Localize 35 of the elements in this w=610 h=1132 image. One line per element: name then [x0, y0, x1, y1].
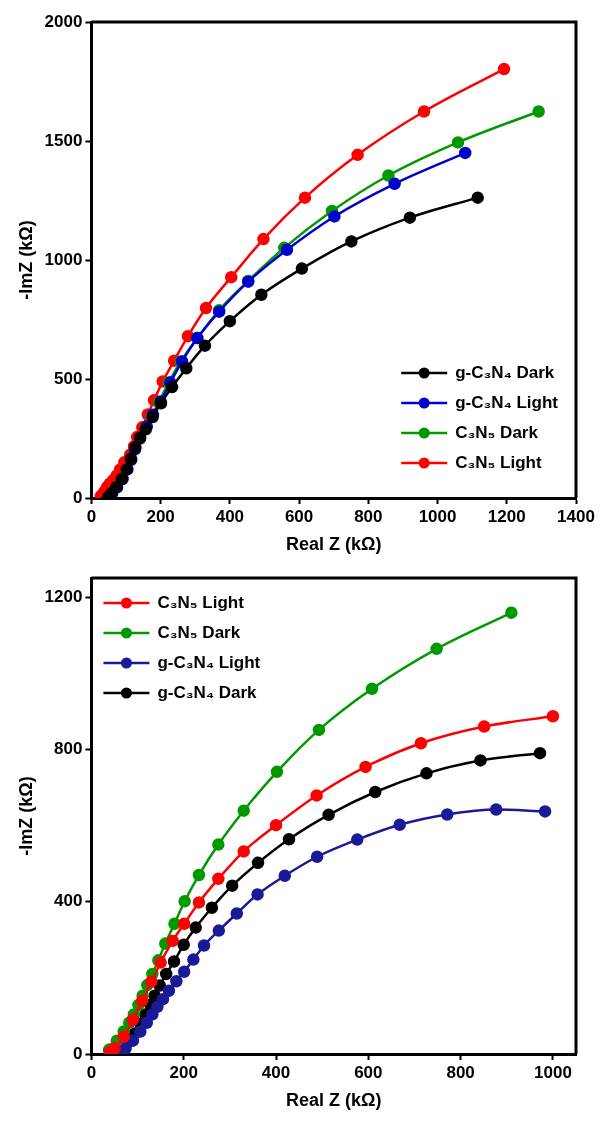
x-tick-label: 1200 [487, 506, 526, 526]
x-tick-label: 600 [354, 1062, 383, 1082]
legend-label: C₃N₅ Light [455, 452, 542, 472]
y-tick-label: 1500 [44, 130, 83, 150]
x-tick-label: 800 [446, 1062, 475, 1082]
y-tick-label: 400 [54, 891, 83, 911]
x-tick-label: 1400 [557, 506, 595, 526]
x-axis-title: Real Z (kΩ) [285, 1090, 382, 1111]
y-axis-title: -ImZ (kΩ) [15, 220, 36, 300]
x-tick-label: 1000 [418, 506, 457, 526]
x-tick-label: 200 [169, 1062, 198, 1082]
y-tick-label: 0 [72, 487, 83, 507]
legend-label: g-C₃N₄ Light [157, 652, 261, 672]
legend-label: g-C₃N₄ Dark [455, 362, 555, 382]
legend-label: C₃N₅ Light [157, 592, 245, 612]
y-tick-label: 1000 [44, 249, 83, 269]
legend-label: C₃N₅ Dark [157, 622, 241, 642]
y-tick-label: 2000 [44, 11, 83, 31]
x-tick-label: 0 [86, 1062, 97, 1082]
x-axis-title: Real Z (kΩ) [285, 534, 382, 555]
x-tick-label: 1000 [534, 1062, 572, 1082]
legend-label: g-C₃N₄ Light [455, 392, 559, 412]
x-tick-label: 400 [215, 506, 245, 526]
y-tick-label: 0 [72, 1043, 83, 1063]
x-tick-label: 0 [86, 506, 97, 526]
y-tick-label: 500 [54, 368, 83, 388]
legend-label: g-C₃N₄ Dark [157, 682, 258, 702]
y-axis-title: -ImZ (kΩ) [15, 776, 36, 856]
y-tick-label: 1200 [44, 586, 83, 606]
y-tick-label: 800 [54, 739, 83, 759]
x-tick-label: 200 [146, 506, 175, 526]
x-tick-label: 400 [261, 1062, 291, 1082]
x-tick-label: 800 [354, 506, 383, 526]
legend-label: C₃N₅ Dark [455, 422, 539, 442]
x-tick-label: 600 [284, 506, 314, 526]
